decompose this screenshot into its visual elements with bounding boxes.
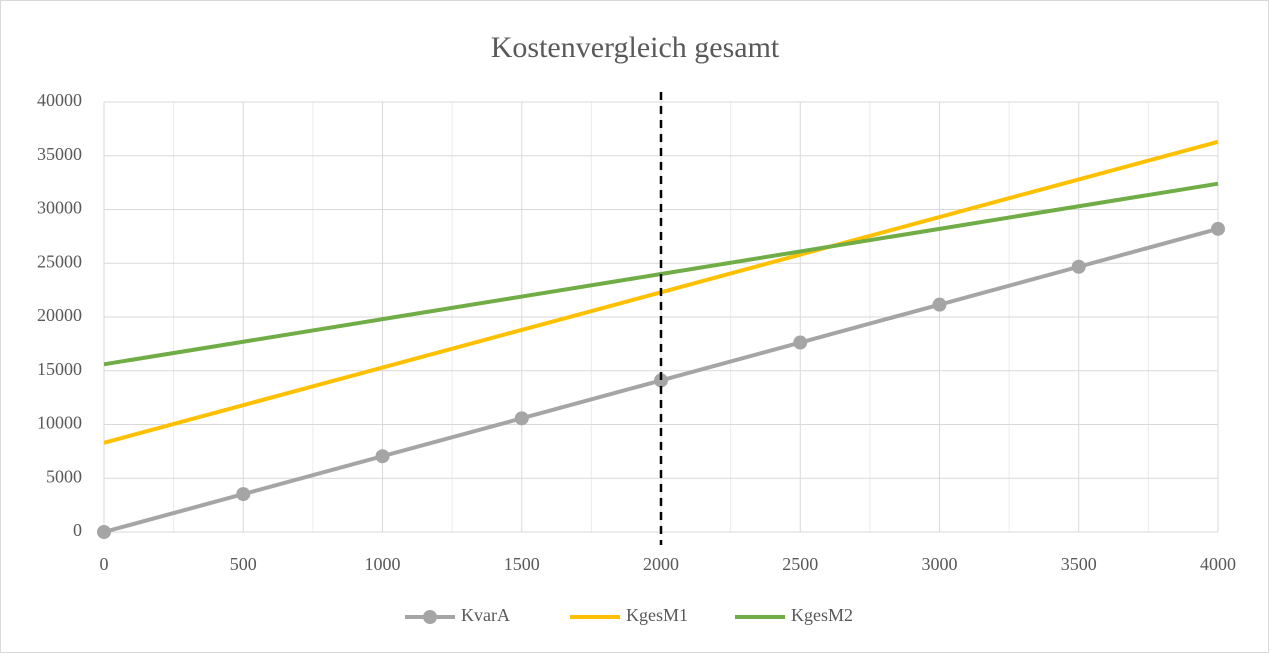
legend-marker xyxy=(423,610,437,624)
x-tick-label: 3000 xyxy=(922,554,958,574)
y-tick-label: 0 xyxy=(73,520,82,540)
x-tick-label: 2000 xyxy=(643,554,679,574)
data-point xyxy=(375,449,390,464)
data-point xyxy=(1071,259,1086,274)
x-tick-label: 1500 xyxy=(504,554,540,574)
x-tick-label: 0 xyxy=(100,554,109,574)
chart-title: Kostenvergleich gesamt xyxy=(491,31,780,64)
y-tick-label: 20000 xyxy=(37,305,82,325)
x-tick-label: 500 xyxy=(230,554,257,574)
data-point xyxy=(514,411,529,426)
data-point xyxy=(932,297,947,312)
legend-label: KgesM1 xyxy=(626,605,688,625)
data-point xyxy=(654,373,668,388)
x-tick-label: 2500 xyxy=(782,554,818,574)
y-tick-label: 10000 xyxy=(37,413,82,433)
x-tick-label: 4000 xyxy=(1200,554,1236,574)
y-tick-label: 15000 xyxy=(37,359,82,379)
y-tick-label: 35000 xyxy=(37,144,82,164)
legend-label: KvarA xyxy=(461,605,510,625)
y-tick-label: 40000 xyxy=(37,90,82,110)
data-point xyxy=(793,335,808,350)
data-point xyxy=(1211,221,1225,236)
legend-label: KgesM2 xyxy=(791,605,853,625)
y-tick-label: 5000 xyxy=(46,466,82,486)
x-tick-label: 3500 xyxy=(1061,554,1097,574)
x-tick-label: 1000 xyxy=(365,554,401,574)
y-tick-label: 30000 xyxy=(37,198,82,218)
data-point xyxy=(236,487,251,502)
data-point xyxy=(97,525,111,539)
y-tick-label: 25000 xyxy=(37,251,82,271)
